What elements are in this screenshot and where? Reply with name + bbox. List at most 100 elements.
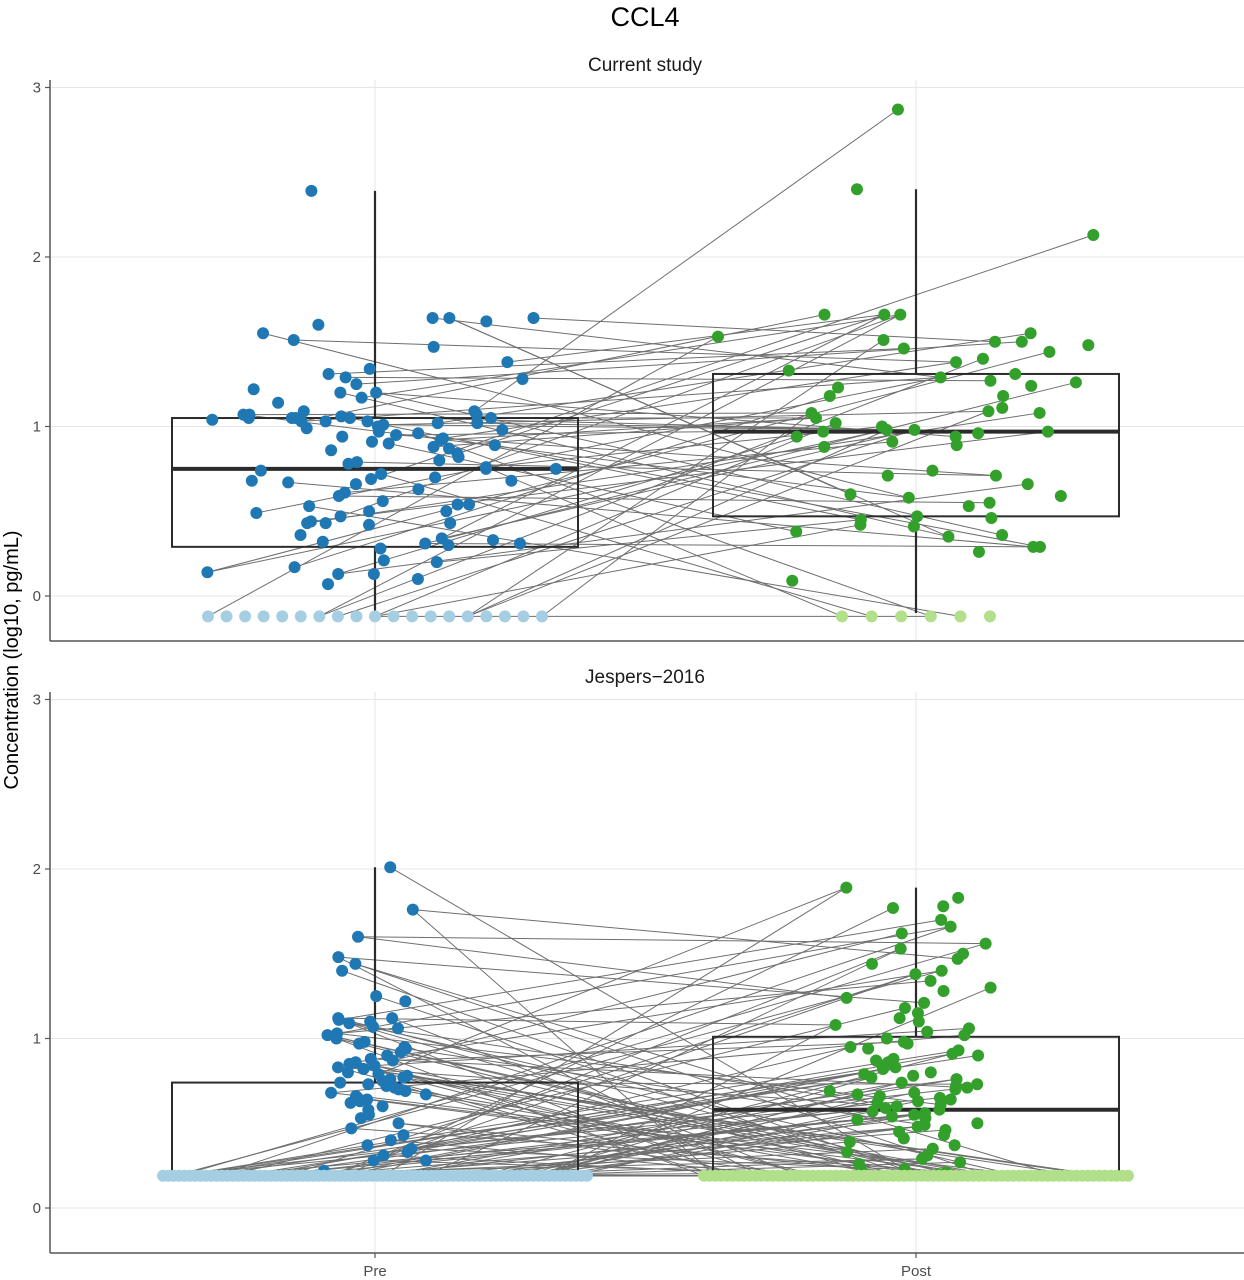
pair-line (541, 412, 812, 617)
pair-line (432, 317, 941, 378)
pair-line (457, 314, 885, 455)
point-post (1021, 478, 1034, 491)
point-pre (345, 1122, 358, 1135)
point-pre (339, 371, 352, 384)
point-pre (363, 505, 376, 518)
point-post (881, 469, 894, 482)
pair-line (494, 444, 1041, 548)
point-post (911, 1120, 924, 1133)
pair-line (286, 1114, 915, 1177)
pair-line (262, 332, 909, 499)
point-pre (332, 567, 345, 580)
point-post (949, 1083, 962, 1096)
point-post (982, 405, 995, 418)
point-pre-lod (239, 610, 252, 623)
point-post (840, 881, 853, 894)
pair-line (425, 381, 1077, 544)
point-post (809, 412, 822, 425)
point-pre-lod (369, 610, 381, 623)
point-pre (376, 495, 389, 508)
point-post (912, 1095, 925, 1108)
point-post (907, 1069, 920, 1082)
point-post (823, 1085, 836, 1098)
point-post (908, 1108, 921, 1121)
point-pre (319, 517, 332, 530)
point-pre (429, 471, 442, 484)
point-post (911, 510, 924, 523)
point-post (937, 900, 950, 913)
pair-line (392, 1041, 904, 1062)
pair-line (382, 1082, 902, 1177)
point-pre (247, 383, 260, 396)
panel-jespers-2016: Jespers−2016 0 1 2 3 (33, 667, 1244, 1254)
point-pre (354, 1095, 367, 1108)
point-pre (487, 534, 500, 547)
point-post (916, 1152, 929, 1165)
point-pre (201, 566, 214, 579)
point-pre-lod (350, 610, 363, 623)
point-pre (516, 373, 529, 386)
point-post (1069, 376, 1082, 389)
point-pre (332, 1013, 345, 1026)
point-post (1025, 379, 1038, 392)
point-pre (370, 386, 383, 399)
point-pre (357, 1063, 370, 1076)
point-post (876, 1063, 889, 1076)
point-pre (367, 1154, 380, 1167)
point-post (886, 1110, 899, 1123)
point-pre (353, 1037, 366, 1050)
point-pre (484, 412, 497, 425)
point-pre-lod (294, 610, 307, 623)
point-pre (245, 474, 258, 487)
point-pre (443, 312, 456, 325)
point-post (912, 1015, 925, 1028)
point-post (924, 974, 937, 987)
point-pre (399, 995, 412, 1008)
point-post (897, 342, 910, 355)
point-post (854, 518, 867, 531)
point-pre (287, 334, 300, 347)
pair-line (338, 495, 990, 504)
point-pre (376, 1100, 389, 1113)
point-post (944, 920, 957, 933)
point-post (1033, 406, 1046, 419)
point-post-lod (895, 610, 908, 623)
pair-line (398, 1122, 808, 1177)
point-pre (206, 413, 219, 426)
pair-line (338, 1017, 836, 1026)
point-pre (442, 539, 455, 552)
point-post (843, 1135, 856, 1148)
point-post (902, 491, 915, 504)
point-post (817, 425, 830, 438)
point-pre (303, 500, 316, 513)
point-pre (319, 415, 332, 428)
point-pre (363, 518, 376, 531)
point-post (832, 381, 845, 394)
point-pre (343, 412, 356, 425)
point-pre (282, 476, 295, 489)
pair-line (309, 505, 961, 617)
point-pre-lod (202, 610, 214, 623)
pair-line (390, 1139, 796, 1177)
point-post (1027, 540, 1040, 553)
point-post (996, 401, 1009, 414)
point-post (818, 308, 831, 321)
point-post (782, 364, 795, 377)
point-post (877, 334, 890, 347)
point-post-lod (984, 610, 996, 623)
point-pre (363, 362, 376, 375)
point-pre (254, 464, 267, 477)
pair-line (355, 1061, 997, 1177)
pair-line (338, 956, 925, 1004)
point-pre-lod (461, 610, 474, 623)
point-pre (322, 578, 335, 591)
point-pre (325, 444, 338, 457)
point-pre (399, 1085, 412, 1098)
point-pre (250, 506, 263, 519)
pair-line (302, 1126, 918, 1177)
point-post (996, 528, 1009, 541)
pair-line (437, 332, 1031, 424)
point-pre (501, 356, 514, 369)
point-post (865, 957, 878, 970)
point-post (866, 1105, 879, 1118)
